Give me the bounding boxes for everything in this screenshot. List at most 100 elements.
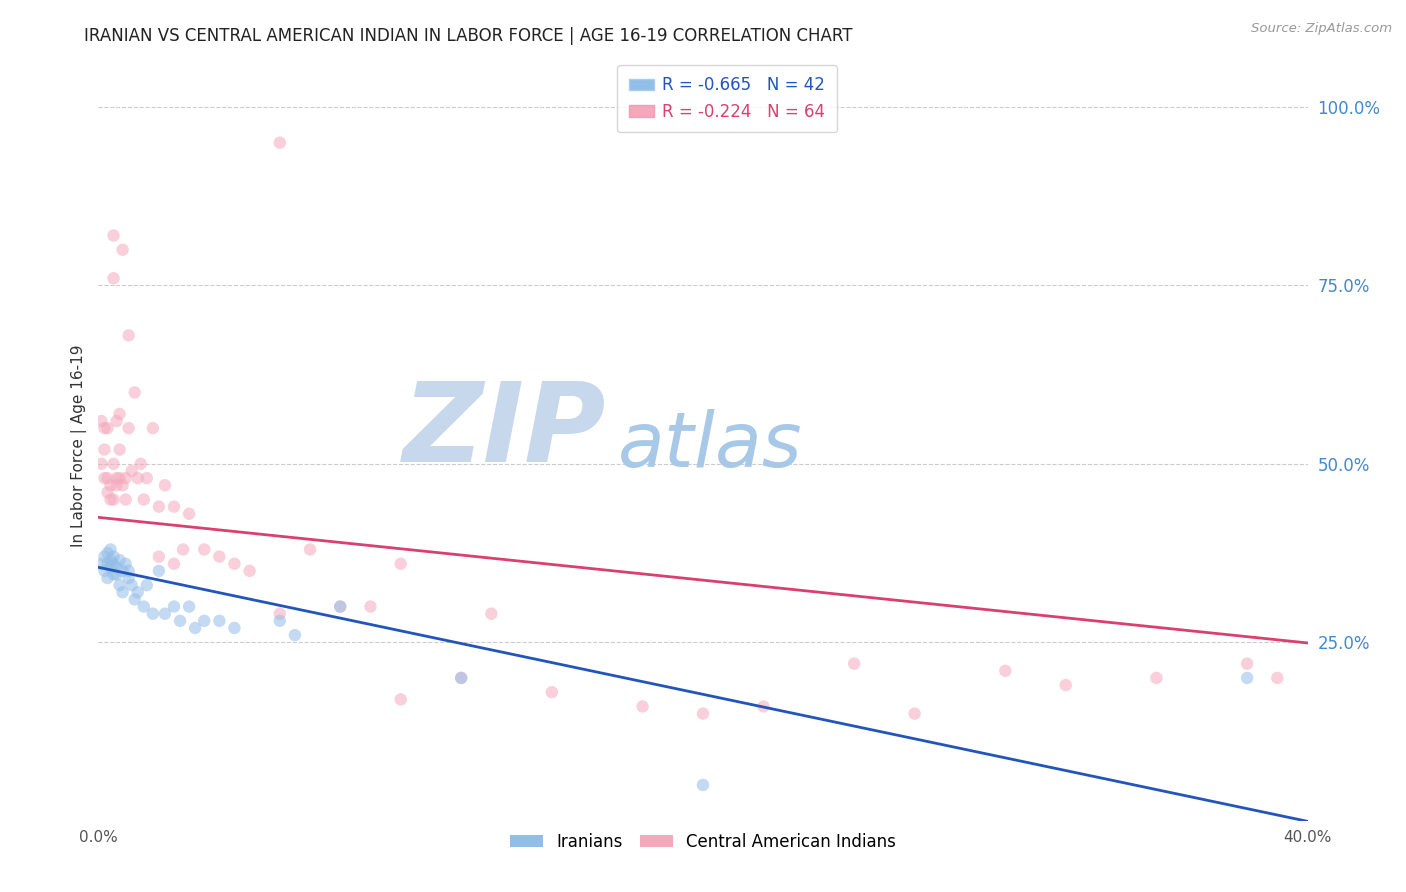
Point [329, 599, 352, 614]
Point [148, 549, 170, 564]
Point [1144, 671, 1167, 685]
Point [103, 567, 125, 582]
Legend: Iranians, Central American Indians: Iranians, Central American Indians [503, 826, 903, 857]
Y-axis label: In Labor Force | Age 16-19: In Labor Force | Age 16-19 [72, 344, 87, 548]
Point [269, 614, 291, 628]
Text: atlas: atlas [619, 409, 803, 483]
Point [844, 657, 866, 671]
Point [269, 136, 291, 150]
Point [179, 599, 201, 614]
Point [93, 442, 115, 457]
Point [1267, 671, 1289, 685]
Point [105, 560, 128, 574]
Point [105, 471, 128, 485]
Point [208, 614, 231, 628]
Point [103, 549, 125, 564]
Point [100, 560, 122, 574]
Point [631, 699, 654, 714]
Point [90, 557, 112, 571]
Point [111, 585, 134, 599]
Point [208, 549, 231, 564]
Point [129, 457, 152, 471]
Point [90, 457, 112, 471]
Point [481, 607, 503, 621]
Point [153, 478, 176, 492]
Point [100, 478, 122, 492]
Point [124, 592, 146, 607]
Point [114, 492, 136, 507]
Point [90, 414, 112, 428]
Point [100, 542, 122, 557]
Point [93, 564, 115, 578]
Point [118, 421, 141, 435]
Point [114, 471, 136, 485]
Point [103, 271, 125, 285]
Point [121, 578, 143, 592]
Point [135, 578, 157, 592]
Point [132, 599, 155, 614]
Point [127, 471, 149, 485]
Point [100, 553, 122, 567]
Point [360, 599, 382, 614]
Point [96, 546, 118, 560]
Point [93, 471, 115, 485]
Point [193, 542, 215, 557]
Point [239, 564, 262, 578]
Point [224, 621, 246, 635]
Point [135, 471, 157, 485]
Point [692, 706, 714, 721]
Point [118, 571, 141, 585]
Point [105, 414, 128, 428]
Point [108, 553, 131, 567]
Point [389, 557, 412, 571]
Point [96, 571, 118, 585]
Point [692, 778, 714, 792]
Point [179, 507, 201, 521]
Point [450, 671, 472, 685]
Text: Source: ZipAtlas.com: Source: ZipAtlas.com [1251, 22, 1392, 36]
Point [103, 557, 125, 571]
Point [105, 567, 128, 582]
Point [193, 614, 215, 628]
Point [108, 442, 131, 457]
Point [132, 492, 155, 507]
Point [96, 421, 118, 435]
Point [284, 628, 307, 642]
Point [105, 478, 128, 492]
Point [103, 492, 125, 507]
Point [111, 478, 134, 492]
Text: IRANIAN VS CENTRAL AMERICAN INDIAN IN LABOR FORCE | AGE 16-19 CORRELATION CHART: IRANIAN VS CENTRAL AMERICAN INDIAN IN LA… [84, 27, 853, 45]
Point [994, 664, 1017, 678]
Point [224, 557, 246, 571]
Point [1236, 657, 1258, 671]
Point [127, 585, 149, 599]
Point [172, 542, 194, 557]
Point [299, 542, 322, 557]
Point [93, 549, 115, 564]
Point [752, 699, 775, 714]
Point [163, 500, 186, 514]
Point [108, 407, 131, 421]
Point [103, 228, 125, 243]
Point [111, 564, 134, 578]
Point [118, 328, 141, 343]
Point [121, 464, 143, 478]
Point [114, 557, 136, 571]
Point [540, 685, 562, 699]
Point [1236, 671, 1258, 685]
Point [148, 500, 170, 514]
Point [153, 607, 176, 621]
Point [96, 471, 118, 485]
Point [329, 599, 352, 614]
Point [108, 471, 131, 485]
Point [111, 243, 134, 257]
Point [100, 492, 122, 507]
Point [269, 607, 291, 621]
Point [169, 614, 191, 628]
Point [1054, 678, 1077, 692]
Point [148, 564, 170, 578]
Point [118, 564, 141, 578]
Point [96, 557, 118, 571]
Point [904, 706, 927, 721]
Point [142, 607, 165, 621]
